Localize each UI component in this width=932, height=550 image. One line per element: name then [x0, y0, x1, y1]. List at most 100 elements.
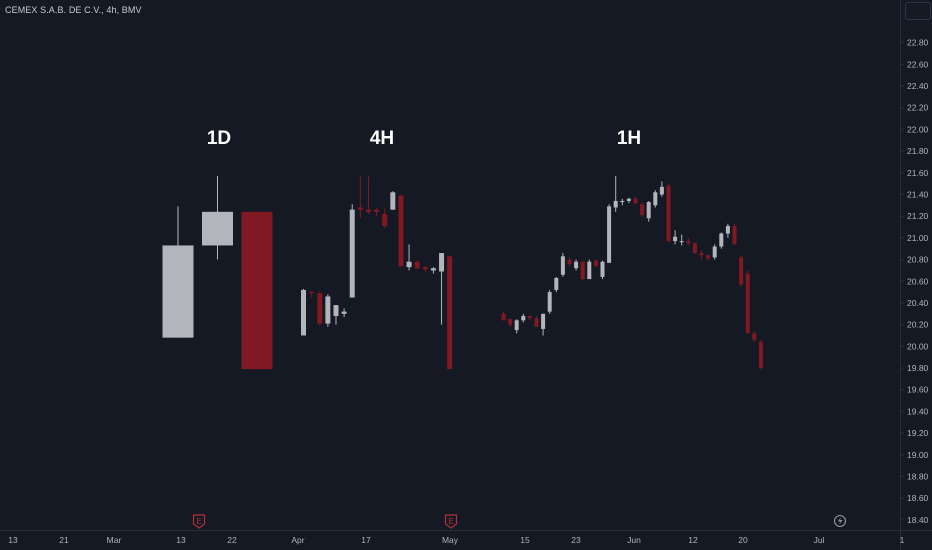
candle-up: [659, 181, 664, 197]
candle-body: [365, 209, 371, 212]
candle-body: [422, 267, 428, 270]
candle-body: [725, 225, 730, 234]
candle-down: [382, 208, 388, 229]
price-tick-label: 21.60: [907, 168, 929, 178]
candle-body: [745, 273, 750, 334]
candle-body: [640, 204, 645, 216]
candle-down: [398, 194, 404, 268]
time-tick-label: 13: [176, 535, 186, 545]
candle-up: [712, 244, 717, 260]
price-tick-label: 22.20: [907, 103, 929, 113]
candle-down: [317, 291, 323, 326]
candle-down: [633, 196, 638, 205]
dividend-marker-bolt: [838, 517, 843, 525]
candle-body: [430, 268, 436, 271]
candle-body: [382, 213, 388, 226]
candle-body: [241, 211, 273, 370]
candle-body: [349, 209, 355, 298]
price-tick-label: 19.80: [907, 363, 929, 373]
candle-body: [666, 185, 671, 242]
candle-body: [574, 261, 579, 269]
price-tick-label: 22.60: [907, 59, 929, 69]
candle-up: [547, 289, 552, 314]
price-tick-label: 22.40: [907, 81, 929, 91]
candle-down: [732, 223, 737, 245]
candle-body: [580, 261, 585, 280]
candle-down: [501, 311, 506, 321]
price-tick-label: 19.20: [907, 428, 929, 438]
candle-up: [430, 267, 436, 274]
price-tick-label: 18.60: [907, 493, 929, 503]
time-tick-label: Jul: [814, 535, 825, 545]
candle-up: [725, 223, 730, 238]
time-tick-label: 13: [8, 535, 18, 545]
candle-body: [527, 315, 532, 319]
candle-up: [554, 276, 559, 293]
candle-down: [593, 259, 598, 268]
candle-body: [607, 206, 612, 263]
candle-body: [534, 318, 539, 327]
candle-down: [422, 266, 428, 273]
candle-body: [390, 192, 396, 210]
candle-down: [374, 207, 380, 217]
candle-up: [349, 204, 355, 298]
candle-body: [357, 207, 363, 210]
candle-down: [309, 291, 315, 298]
time-tick-label: 12: [688, 535, 698, 545]
candle-body: [521, 315, 526, 321]
candle-body: [508, 319, 513, 325]
candle-body: [567, 259, 572, 264]
price-axis: 22.80 22.60 22.40 22.20 22.00 21.80 21.60 21.40…: [900, 38, 929, 525]
candle-up: [390, 191, 396, 210]
candle-body: [626, 198, 631, 201]
candle-body: [317, 293, 323, 324]
candle-up: [521, 313, 526, 323]
candle-up: [679, 234, 684, 246]
time-tick-label: 23: [571, 535, 581, 545]
candle-down: [567, 257, 572, 267]
candle-body: [679, 241, 684, 243]
price-tick-label: 20.40: [907, 298, 929, 308]
candle-body: [673, 236, 678, 242]
candle-up: [341, 308, 347, 318]
price-scale-settings-button[interactable]: [905, 2, 931, 20]
price-tick-label: 18.80: [907, 472, 929, 482]
candle-up: [646, 200, 651, 222]
candle-body: [732, 225, 737, 245]
candle-group-1d: [162, 176, 273, 370]
timeframe-label-1d: 1D: [206, 128, 232, 149]
price-tick-label: 18.40: [907, 515, 929, 525]
candle-down: [758, 339, 763, 370]
earnings-marker-shape: [192, 514, 206, 529]
price-tick-label: 21.00: [907, 233, 929, 243]
candle-group-1h: [501, 176, 763, 370]
symbol-title: CEMEX S.A.B. DE C.V., 4h, BMV: [5, 5, 142, 15]
candle-down: [699, 250, 704, 260]
candle-up: [574, 259, 579, 271]
timeframe-label-1h: 1H: [616, 128, 642, 149]
candle-body: [541, 313, 546, 329]
candle-body: [699, 253, 704, 256]
timeframe-label-4h: 4H: [369, 128, 395, 149]
candle-body: [374, 209, 380, 212]
candle-down: [706, 254, 711, 261]
candle-down: [508, 318, 513, 327]
candle-body: [633, 198, 638, 204]
candle-down: [447, 255, 453, 370]
time-tick-label: 22: [227, 535, 237, 545]
candle-up: [325, 294, 331, 327]
time-tick-label: Mar: [107, 535, 122, 545]
candle-up: [673, 230, 678, 245]
candle-body: [202, 211, 233, 246]
price-tick-label: 21.40: [907, 189, 929, 199]
candle-body: [646, 202, 651, 219]
candle-body: [600, 261, 605, 277]
candle-down: [745, 270, 750, 334]
price-tick-label: 20.80: [907, 255, 929, 265]
candle-up: [560, 253, 565, 277]
candle-body: [439, 253, 445, 272]
candle-body: [692, 243, 697, 254]
